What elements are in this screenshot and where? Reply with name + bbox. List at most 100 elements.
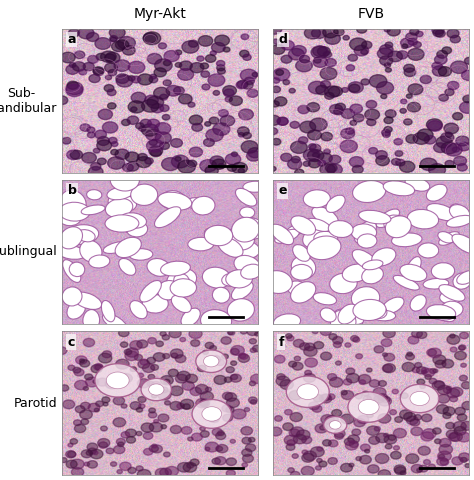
Circle shape: [453, 421, 466, 431]
Ellipse shape: [201, 310, 232, 332]
Circle shape: [88, 56, 98, 63]
Ellipse shape: [427, 184, 447, 201]
Circle shape: [366, 368, 372, 372]
Circle shape: [238, 132, 245, 137]
Circle shape: [99, 442, 108, 448]
Circle shape: [183, 462, 197, 472]
Circle shape: [429, 378, 437, 384]
Ellipse shape: [59, 202, 90, 221]
Circle shape: [100, 51, 116, 62]
Ellipse shape: [115, 237, 141, 258]
Circle shape: [96, 401, 103, 407]
Ellipse shape: [188, 237, 214, 251]
Circle shape: [105, 52, 120, 63]
Circle shape: [450, 347, 457, 352]
Circle shape: [221, 337, 231, 344]
Circle shape: [109, 137, 117, 144]
Circle shape: [343, 379, 352, 385]
Circle shape: [435, 30, 445, 37]
Circle shape: [139, 404, 145, 408]
Circle shape: [171, 139, 182, 147]
Circle shape: [242, 449, 252, 456]
Circle shape: [136, 466, 143, 471]
Circle shape: [395, 467, 406, 475]
Circle shape: [79, 69, 87, 75]
Circle shape: [382, 397, 390, 403]
Ellipse shape: [222, 273, 239, 286]
Circle shape: [384, 63, 391, 68]
Text: b: b: [67, 184, 76, 197]
Circle shape: [130, 367, 137, 372]
Circle shape: [161, 387, 168, 393]
Ellipse shape: [447, 216, 473, 227]
Circle shape: [190, 387, 201, 396]
Circle shape: [461, 363, 466, 367]
Circle shape: [421, 368, 428, 373]
Circle shape: [325, 33, 340, 44]
Circle shape: [406, 134, 418, 144]
Ellipse shape: [63, 260, 81, 282]
Circle shape: [214, 375, 226, 384]
Circle shape: [116, 75, 133, 87]
Circle shape: [170, 386, 183, 396]
Circle shape: [210, 51, 216, 55]
Circle shape: [137, 74, 153, 85]
Circle shape: [283, 423, 293, 431]
Circle shape: [352, 166, 363, 173]
Circle shape: [61, 52, 75, 63]
Circle shape: [111, 142, 118, 146]
Circle shape: [312, 329, 318, 334]
Circle shape: [425, 374, 431, 379]
Circle shape: [191, 433, 202, 441]
Circle shape: [375, 151, 387, 159]
Circle shape: [119, 462, 131, 470]
Circle shape: [164, 379, 170, 384]
Circle shape: [102, 397, 110, 403]
Circle shape: [109, 27, 125, 38]
Circle shape: [242, 455, 254, 463]
Circle shape: [286, 334, 292, 338]
Circle shape: [441, 132, 454, 142]
Circle shape: [291, 427, 304, 436]
Circle shape: [241, 141, 258, 153]
Ellipse shape: [384, 215, 407, 233]
Circle shape: [115, 40, 129, 50]
Circle shape: [108, 70, 117, 76]
Circle shape: [151, 382, 161, 388]
Circle shape: [438, 451, 451, 461]
Circle shape: [227, 398, 239, 408]
Circle shape: [149, 146, 163, 156]
Circle shape: [137, 373, 144, 378]
Circle shape: [349, 441, 358, 447]
Circle shape: [376, 433, 389, 443]
Circle shape: [93, 68, 104, 76]
Circle shape: [288, 159, 302, 169]
Circle shape: [216, 432, 226, 440]
Circle shape: [462, 382, 471, 389]
Circle shape: [149, 408, 155, 413]
Ellipse shape: [77, 229, 95, 242]
Circle shape: [202, 84, 210, 90]
Circle shape: [88, 403, 100, 412]
Ellipse shape: [60, 227, 82, 249]
Circle shape: [196, 398, 209, 408]
Circle shape: [440, 459, 449, 465]
Ellipse shape: [186, 198, 201, 208]
Circle shape: [351, 336, 358, 341]
Circle shape: [276, 70, 283, 75]
Ellipse shape: [167, 269, 197, 291]
Circle shape: [393, 429, 406, 438]
Circle shape: [163, 353, 170, 359]
Circle shape: [445, 160, 454, 167]
Circle shape: [238, 168, 245, 173]
Circle shape: [197, 56, 204, 61]
Circle shape: [160, 142, 170, 149]
Circle shape: [401, 99, 407, 104]
Ellipse shape: [313, 293, 337, 305]
Circle shape: [239, 353, 246, 359]
Circle shape: [127, 116, 139, 124]
Circle shape: [131, 107, 137, 111]
Circle shape: [336, 361, 341, 365]
Circle shape: [105, 63, 118, 72]
Circle shape: [217, 444, 228, 453]
